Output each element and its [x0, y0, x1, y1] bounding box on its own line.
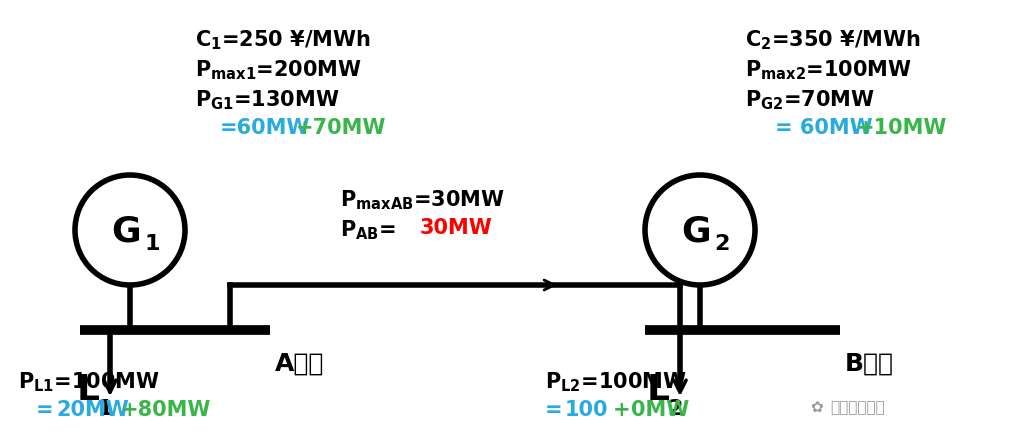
- Text: $\mathbf{C_1}$=250 ¥/MWh: $\mathbf{C_1}$=250 ¥/MWh: [195, 28, 371, 52]
- Text: $\mathbf{P_{max1}}$=200MW: $\mathbf{P_{max1}}$=200MW: [195, 58, 362, 81]
- Text: +70MW: +70MW: [296, 118, 387, 138]
- Text: +80MW: +80MW: [121, 400, 211, 420]
- Text: $\mathbf{P_{G1}}$=130MW: $\mathbf{P_{G1}}$=130MW: [195, 88, 339, 112]
- Circle shape: [75, 175, 185, 285]
- Text: G: G: [681, 215, 710, 249]
- Text: +10MW: +10MW: [857, 118, 947, 138]
- Text: 100: 100: [565, 400, 608, 420]
- Text: L: L: [77, 373, 99, 407]
- Text: +: +: [613, 400, 631, 420]
- Text: G: G: [112, 215, 141, 249]
- Text: =: =: [545, 400, 562, 420]
- Text: $\mathbf{C_2}$=350 ¥/MWh: $\mathbf{C_2}$=350 ¥/MWh: [746, 28, 921, 52]
- Text: 30MW: 30MW: [420, 218, 493, 238]
- Text: 1: 1: [145, 234, 159, 254]
- Text: 2: 2: [714, 234, 730, 254]
- Text: 走进电力市场: 走进电力市场: [830, 400, 885, 415]
- Circle shape: [645, 175, 755, 285]
- Text: 2: 2: [667, 399, 682, 419]
- Text: 1: 1: [97, 399, 113, 419]
- Text: $\mathbf{P_{L1}}$=100MW: $\mathbf{P_{L1}}$=100MW: [18, 370, 160, 394]
- Text: A节点: A节点: [275, 352, 325, 376]
- Text: $\mathbf{P_{L2}}$=100MW: $\mathbf{P_{L2}}$=100MW: [545, 370, 687, 394]
- Text: L: L: [646, 373, 669, 407]
- Text: $\mathbf{P_{AB}}$=: $\mathbf{P_{AB}}$=: [340, 218, 396, 242]
- Text: 0MW: 0MW: [631, 400, 690, 420]
- Text: =: =: [36, 400, 61, 420]
- Text: =60MW: =60MW: [220, 118, 310, 138]
- Text: $\mathbf{P_{G2}}$=70MW: $\mathbf{P_{G2}}$=70MW: [746, 88, 875, 112]
- Text: $\mathbf{P_{max2}}$=100MW: $\mathbf{P_{max2}}$=100MW: [746, 58, 912, 81]
- Text: $\mathbf{P_{maxAB}}$=30MW: $\mathbf{P_{maxAB}}$=30MW: [340, 188, 505, 212]
- Text: = 60MW: = 60MW: [776, 118, 873, 138]
- Text: B节点: B节点: [845, 352, 894, 376]
- Text: 20MW: 20MW: [56, 400, 129, 420]
- Text: ✿: ✿: [810, 400, 823, 415]
